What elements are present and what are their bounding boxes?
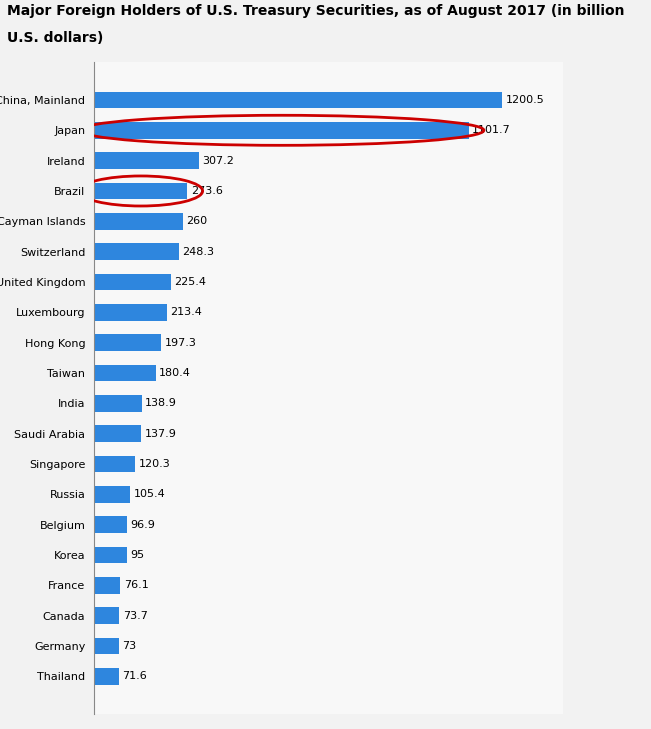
Text: Major Foreign Holders of U.S. Treasury Securities, as of August 2017 (in billion: Major Foreign Holders of U.S. Treasury S… bbox=[7, 4, 624, 17]
Text: 105.4: 105.4 bbox=[133, 489, 165, 499]
Bar bbox=[94, 273, 171, 290]
Text: 213.4: 213.4 bbox=[171, 308, 202, 317]
Text: 273.6: 273.6 bbox=[191, 186, 223, 196]
Bar bbox=[94, 92, 502, 109]
Text: 260: 260 bbox=[186, 217, 207, 226]
Bar bbox=[94, 122, 469, 139]
Text: 197.3: 197.3 bbox=[165, 338, 197, 348]
Text: 1101.7: 1101.7 bbox=[472, 125, 511, 136]
Text: 71.6: 71.6 bbox=[122, 671, 147, 682]
Text: 1200.5: 1200.5 bbox=[506, 95, 544, 105]
Bar bbox=[94, 364, 156, 381]
Bar bbox=[94, 486, 130, 503]
Text: 120.3: 120.3 bbox=[139, 459, 171, 469]
Bar bbox=[94, 243, 179, 260]
Bar bbox=[94, 335, 161, 351]
Bar bbox=[94, 577, 120, 593]
Bar bbox=[94, 183, 187, 199]
Bar bbox=[94, 456, 135, 472]
Bar bbox=[94, 395, 141, 412]
Text: 180.4: 180.4 bbox=[159, 368, 191, 378]
Text: 307.2: 307.2 bbox=[202, 156, 234, 165]
Text: U.S. dollars): U.S. dollars) bbox=[7, 31, 103, 45]
Bar bbox=[94, 304, 167, 321]
Text: 225.4: 225.4 bbox=[174, 277, 206, 287]
Bar bbox=[94, 638, 119, 655]
Bar bbox=[94, 152, 199, 169]
Text: 76.1: 76.1 bbox=[124, 580, 148, 590]
Text: 137.9: 137.9 bbox=[145, 429, 176, 439]
Bar bbox=[94, 516, 128, 533]
Text: 248.3: 248.3 bbox=[182, 246, 214, 257]
Text: 96.9: 96.9 bbox=[131, 520, 156, 530]
Text: 73: 73 bbox=[122, 641, 137, 651]
Bar bbox=[94, 547, 127, 564]
Text: 95: 95 bbox=[130, 550, 144, 560]
Bar bbox=[94, 607, 119, 624]
Bar bbox=[94, 668, 118, 685]
Bar bbox=[94, 213, 183, 230]
Bar bbox=[94, 425, 141, 442]
Text: 138.9: 138.9 bbox=[145, 398, 177, 408]
Text: 73.7: 73.7 bbox=[123, 611, 148, 620]
